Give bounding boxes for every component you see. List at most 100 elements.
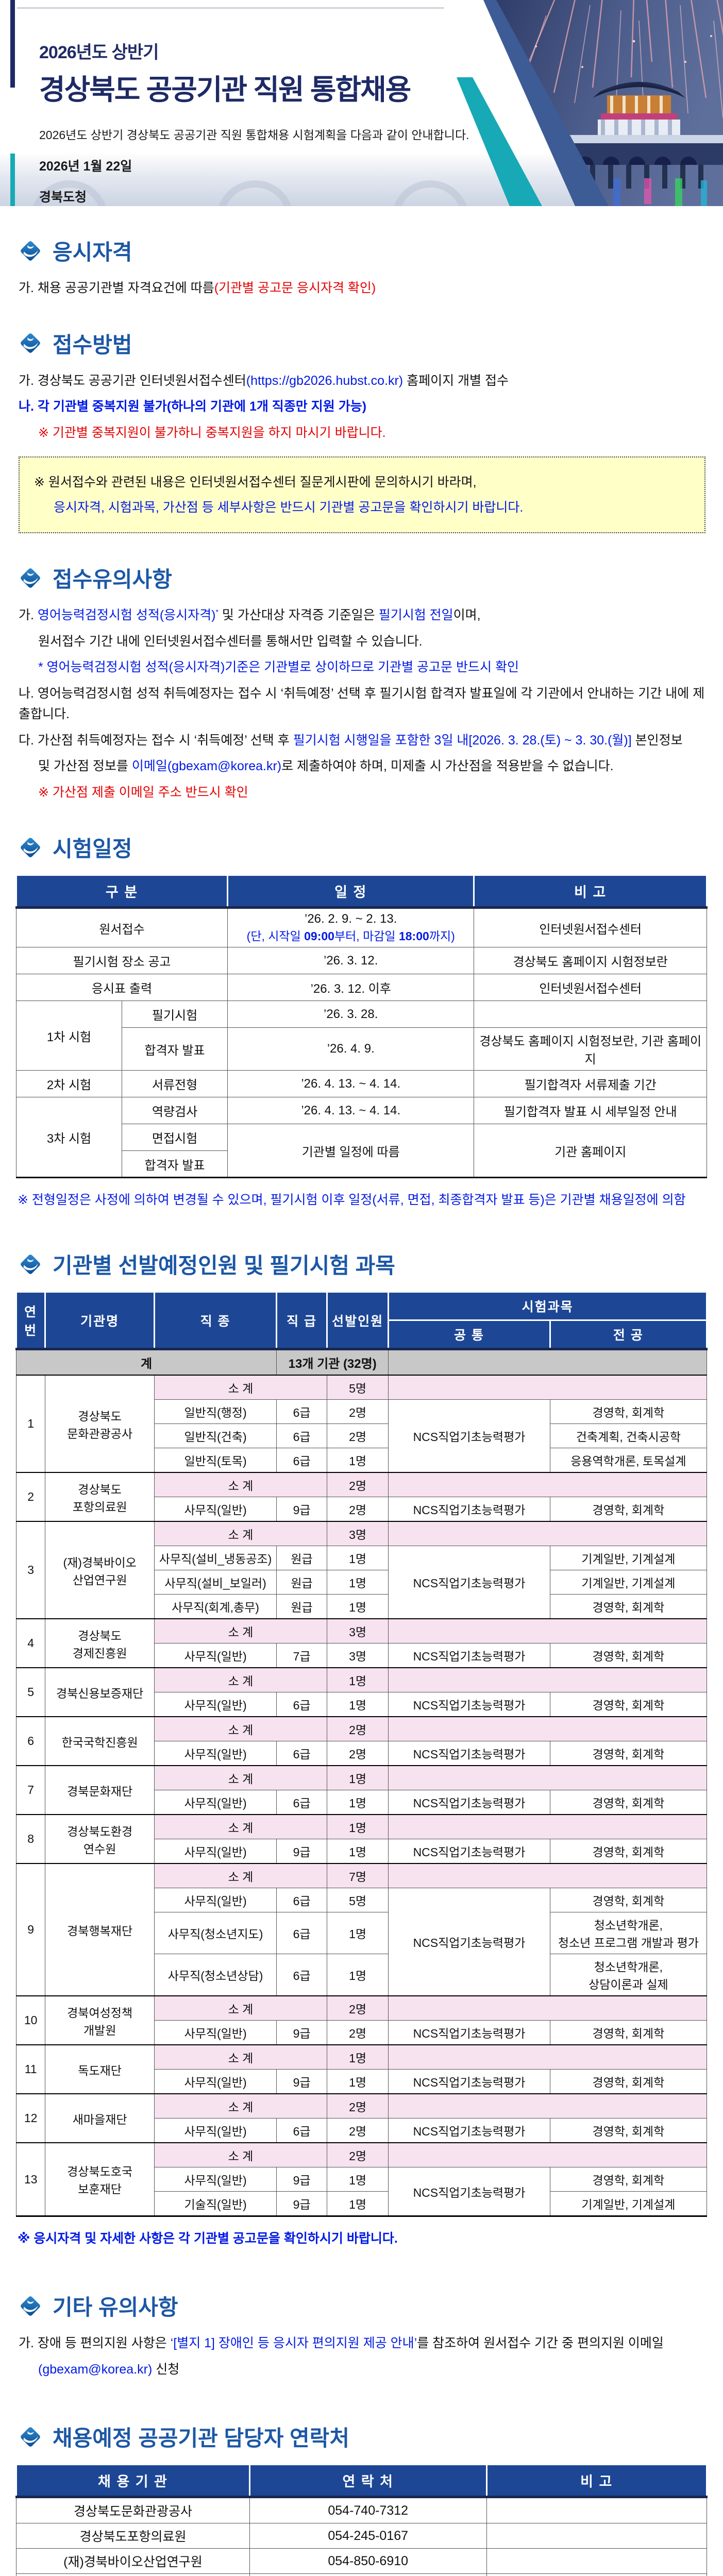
selection-footnote: ※ 응시자격 및 자세한 사항은 각 기관별 공고문을 확인하시기 바랍니다. <box>18 2231 398 2246</box>
note-cell <box>474 1001 707 1028</box>
section-bullet-icon <box>21 333 40 353</box>
count-cell: 1명 <box>326 1546 389 1570</box>
no-cell: 4 <box>15 1618 46 1668</box>
org-cell: 경북문화재단 <box>45 1765 155 1815</box>
category-cell: 필기시험 <box>122 1001 228 1028</box>
major-subject-cell: 응용역학개론, 토목설계 <box>549 1448 708 1473</box>
major-subject-cell: 경영학, 회계학 <box>549 2020 708 2045</box>
job-cell: 사무직(일반) <box>154 1643 277 1668</box>
subtotal-count-cell: 2명 <box>326 2142 389 2167</box>
subtotal-count-cell: 2명 <box>326 1472 389 1497</box>
table-row: 면접시험 기관별 일정에 따름 기관 홈페이지 <box>16 1124 707 1178</box>
subtotal-cell: 소 계 <box>154 1375 327 1400</box>
subtotal-count-cell: 1명 <box>326 1765 389 1790</box>
table-row: 사무직(일반) 7급 3명 NCS직업기초능력평가 경영학, 회계학 <box>16 1643 708 1668</box>
schedule-footnote: ※ 전형일정은 사정에 의하여 변경될 수 있으며, 필기시험 이후 일정(서류… <box>18 1193 686 1207</box>
subtotal-count-cell: 7명 <box>326 1863 389 1888</box>
caution-line-d: ※ 가산점 제출 이메일 주소 반드시 확인 <box>38 785 248 800</box>
major-subject-cell: 경영학, 회계학 <box>549 1594 708 1619</box>
section-heading: 접수방법 <box>53 332 132 357</box>
count-cell: 1명 <box>326 1594 389 1619</box>
common-subject-cell: NCS직업기초능력평가 <box>388 1790 550 1815</box>
common-subject-cell: NCS직업기초능력평가 <box>388 2020 550 2045</box>
section-heading: 시험일정 <box>53 837 132 861</box>
eligibility-red-note: (기관별 공고문 응시자격 확인) <box>214 281 376 295</box>
table-row: 3차 시험 역량검사 ’26. 4. 13. ~ 4. 14. 필기합격자 발표… <box>15 1097 707 1178</box>
table-row: 11 독도재단 소 계 1명 <box>15 2044 707 2094</box>
grade-cell: 6급 <box>276 1692 327 1717</box>
section-bullet-icon <box>21 568 40 588</box>
subtotal-count-cell: 3명 <box>326 1618 389 1643</box>
org-cell: 경상북도 경제진흥원 <box>45 1618 155 1668</box>
section-exam-schedule: 시험일정 구 분 일 정 비 고 원서접수 ’26. 2. 9. ~ 2. 13… <box>15 832 708 1208</box>
grade-cell: 6급 <box>276 1790 327 1815</box>
subtotal-cell: 소 계 <box>154 1521 327 1546</box>
date-cell: 기관별 일정에 따름 <box>227 1124 475 1178</box>
gbexam-email-link[interactable]: 이메일(gbexam@korea.kr) <box>131 759 282 773</box>
common-subject-cell: NCS직업기초능력평가 <box>388 1399 550 1473</box>
org-name: 경북도청 <box>39 190 87 205</box>
table-row: 사무직(일반) 6급 1명 NCS직업기초능력평가 경영학, 회계학 <box>16 1692 708 1717</box>
table-row: 3 (재)경북바이오 산업연구원 소 계 3명 <box>15 1521 707 1619</box>
table-row: 2차 시험 서류전형 ’26. 4. 13. ~ 4. 14. 필기합격자 서류… <box>15 1070 707 1097</box>
page-title: 경상북도 공공기관 직원 통합채용 <box>39 74 411 106</box>
other-note-line1: 가. 장애 등 편의지원 사항은 ‘[별지 1] 장애인 등 응시자 편의지원 … <box>19 2336 664 2350</box>
no-cell: 6 <box>15 1716 46 1766</box>
caution-line-a1: 가. 영어능력검정시험 성적(응시자격)* 및 가산대상 자격증 기준일은 필기… <box>19 607 481 622</box>
accent-bar-navy <box>10 0 15 88</box>
category-cell: 면접시험 <box>122 1124 228 1151</box>
common-subject-cell: NCS직업기초능력평가 <box>388 1643 550 1668</box>
table-row: 10 경북여성정책 개발원 소 계 2명 <box>15 1995 707 2045</box>
org-cell: 경상북도호국 보훈재단 <box>45 2142 155 2216</box>
apply-line-warning: ※ 기관별 중복지원이 불가하니 중복지원을 하지 마시기 바랍니다. <box>38 425 386 440</box>
table-row: 사무직(청소년상담) 6급 1명 청소년학개론, 상담이론과 실제 <box>16 1954 708 1996</box>
category-cell: 합격자 발표 <box>122 1027 228 1071</box>
total-label-cell: 계 <box>15 1348 277 1376</box>
col-header-date: 일 정 <box>227 874 475 908</box>
count-cell: 1명 <box>326 1570 389 1595</box>
count-cell: 5명 <box>326 1888 389 1912</box>
date-cell: ’26. 4. 13. ~ 4. 14. <box>227 1097 475 1124</box>
col-header-note: 비 고 <box>473 874 708 908</box>
grade-cell: 원급 <box>276 1546 327 1570</box>
eligibility-line: 가. 채용 공공기관별 자격요건에 따름(기관별 공고문 응시자격 확인) <box>19 281 376 295</box>
major-subject-cell: 경영학, 회계학 <box>549 1497 708 1522</box>
subtotal-count-cell: 2명 <box>326 1995 389 2021</box>
no-cell: 1 <box>15 1375 46 1473</box>
table-row: 13 경상북도호국 보훈재단 소 계 2명 <box>15 2142 707 2216</box>
common-subject-cell: NCS직업기초능력평가 <box>388 2167 550 2216</box>
col-header-common: 공 통 <box>388 1319 551 1350</box>
category-cell: 원서접수 <box>15 907 228 947</box>
section-bullet-icon <box>21 1254 40 1274</box>
section-heading: 채용예정 공공기관 담당자 연락처 <box>53 2426 349 2450</box>
job-cell: 일반직(행정) <box>154 1399 277 1424</box>
total-row: 계 13개 기관 (32명) <box>15 1348 707 1376</box>
date-cell: ’26. 3. 12. 이후 <box>227 974 475 1001</box>
table-header-row: 채 용 기 관 연 락 처 비 고 <box>15 2464 708 2498</box>
count-cell: 2명 <box>326 1497 389 1522</box>
note-cell: 경상북도 홈페이지 시험정보란, 기관 홈페이지 <box>474 1027 707 1071</box>
table-row: 사무직(청소년지도) 6급 1명 청소년학개론, 청소년 프로그램 개발과 평가 <box>16 1912 708 1954</box>
count-cell: 2명 <box>326 1423 389 1448</box>
phone-cell: 054-470-8541 <box>249 2573 487 2576</box>
major-subject-cell: 경영학, 회계학 <box>549 1741 708 1766</box>
subtotal-count-cell: 1명 <box>326 1667 389 1692</box>
institution-cell: 경상북도문화관광공사 <box>16 2497 250 2523</box>
count-cell: 1명 <box>326 2191 389 2216</box>
job-cell: 사무직(일반) <box>154 1741 277 1766</box>
table-row: 경상북도포항의료원 054-245-0167 <box>16 2523 708 2549</box>
announce-date: 2026년 1월 22일 <box>39 159 132 174</box>
org-cell: 독도재단 <box>45 2044 155 2094</box>
apply-url-link[interactable]: (https://gb2026.hubst.co.kr) <box>246 373 403 388</box>
subtotal-cell: 소 계 <box>154 1667 327 1692</box>
org-cell: 한국국학진흥원 <box>45 1716 155 1766</box>
note-cell: 인터넷원서접수센터 <box>474 907 707 947</box>
table-row: 12 새마을재단 소 계 2명 <box>15 2093 707 2143</box>
grade-cell: 원급 <box>276 1594 327 1619</box>
col-header-category: 구 분 <box>15 874 229 908</box>
no-cell: 5 <box>15 1667 46 1717</box>
section-other-notes: 기타 유의사항 가. 장애 등 편의지원 사항은 ‘[별지 1] 장애인 등 응… <box>15 2290 708 2380</box>
gbexam-email-link[interactable]: (gbexam@korea.kr) <box>38 2362 153 2377</box>
common-subject-cell: NCS직업기초능력평가 <box>388 1741 550 1766</box>
caution-line-a3: * 영어능력검정시험 성적(응시자격)기준은 기관별로 상이하므로 기관별 공고… <box>38 660 519 674</box>
